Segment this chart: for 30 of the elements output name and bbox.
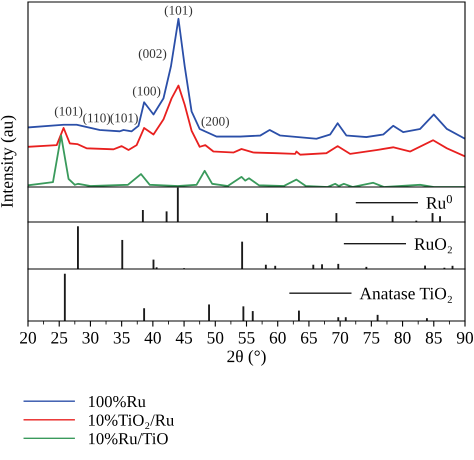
annotation: (110) — [83, 113, 110, 126]
x-tick-label: 25 — [51, 332, 68, 344]
x-axis-title: 2θ (°) — [227, 350, 266, 366]
x-tick-label: 90 — [456, 332, 474, 344]
annotation: (002) — [138, 48, 166, 61]
annotation: (101) — [110, 113, 138, 126]
annotation: (101) — [54, 106, 82, 118]
x-tick-label: 70 — [332, 332, 348, 344]
x-tick-label: 45 — [176, 332, 192, 344]
x-tick-label: 65 — [300, 332, 317, 344]
x-tick-label: 85 — [426, 332, 442, 344]
legend-label: 10%TiO₂/Ru — [89, 414, 174, 429]
x-tick-label: 55 — [238, 332, 254, 344]
legend-label: 100%Ru — [89, 396, 146, 408]
x-tick-label: 75 — [364, 332, 380, 344]
legend-label: Anatase TiO₂ — [360, 288, 452, 303]
x-tick-label: 35 — [114, 332, 130, 344]
annotation: (100) — [132, 86, 160, 98]
x-tick-label: 60 — [270, 332, 286, 344]
x-tick-label: 20 — [20, 332, 36, 344]
annotation: (101) — [164, 5, 192, 18]
x-tick-label: 50 — [208, 332, 224, 344]
x-tick-label: 80 — [394, 332, 411, 344]
legend-label: Ru$^{0}$ — [426, 195, 452, 209]
y-axis-title: Intensity (au) — [0, 116, 16, 208]
legend-label: 10%Ru/TiO — [89, 433, 168, 444]
annotation: (200) — [202, 116, 229, 128]
legend-label: RuO₂ — [414, 238, 452, 254]
x-tick-label: 40 — [144, 332, 161, 344]
x-tick-label: 30 — [82, 332, 98, 344]
